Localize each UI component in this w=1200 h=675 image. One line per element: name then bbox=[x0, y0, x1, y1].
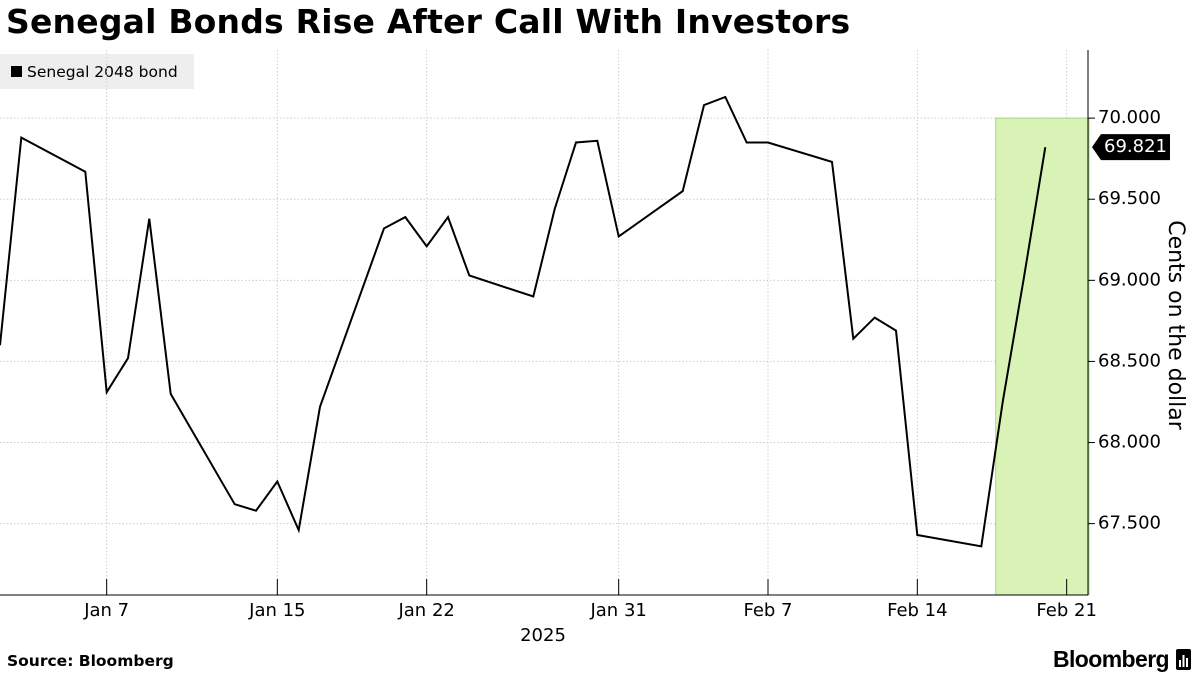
x-tick-label: Feb 14 bbox=[887, 600, 948, 621]
series-line bbox=[0, 95, 1047, 548]
y-tick-label: 68.500 bbox=[1098, 350, 1161, 371]
brand: Bloomberg bbox=[1053, 646, 1191, 673]
x-tick-label: Jan 7 bbox=[83, 600, 129, 621]
legend-swatch bbox=[11, 66, 22, 77]
brand-name: Bloomberg bbox=[1053, 646, 1170, 672]
last-value-badge bbox=[1092, 134, 1170, 161]
y-tick-label: 69.500 bbox=[1098, 188, 1161, 209]
gridlines bbox=[0, 50, 1088, 595]
x-tick-label: Feb 21 bbox=[1036, 600, 1097, 621]
x-axis-year-label: 2025 bbox=[520, 625, 566, 646]
axes bbox=[0, 50, 1095, 596]
y-tick-label: 70.000 bbox=[1098, 107, 1161, 128]
series-group bbox=[0, 95, 1047, 548]
x-tick-label: Jan 31 bbox=[589, 600, 646, 621]
x-tick-label: Jan 22 bbox=[397, 600, 454, 621]
y-tick-label: 67.500 bbox=[1098, 513, 1161, 534]
tick-labels: 67.500 68.000 68.500 69.000 69.500 70.000 Jan … bbox=[83, 107, 1170, 621]
x-tick-label: Jan 15 bbox=[248, 600, 305, 621]
last-value-label: 69.821 bbox=[1104, 136, 1167, 157]
bloomberg-terminal-icon bbox=[1176, 649, 1191, 670]
y-tick-label: 68.000 bbox=[1098, 432, 1161, 453]
y-axis-label: Cents on the dollar bbox=[1163, 220, 1188, 431]
legend-label: Senegal 2048 bond bbox=[27, 62, 178, 81]
source-note: Source: Bloomberg bbox=[7, 652, 174, 670]
legend: Senegal 2048 bond bbox=[0, 54, 194, 89]
x-tick-label: Feb 7 bbox=[743, 600, 792, 621]
y-tick-label: 69.000 bbox=[1098, 269, 1161, 290]
chart-title: Senegal Bonds Rise After Call With Inves… bbox=[6, 2, 851, 41]
